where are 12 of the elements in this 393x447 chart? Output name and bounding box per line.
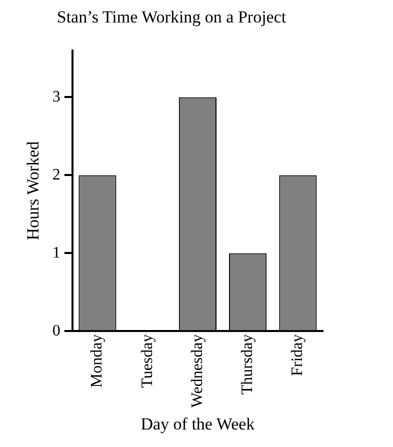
x-tick-label: Wednesday <box>188 334 206 408</box>
y-tick-label: 3 <box>52 88 60 106</box>
x-tick-label: Monday <box>88 334 106 388</box>
y-tick-label: 2 <box>52 166 60 184</box>
x-tick-label: Friday <box>289 334 306 376</box>
x-axis-title: Day of the Week <box>140 414 256 434</box>
y-axis-title: Hours Worked <box>24 140 43 240</box>
x-tick-label: Tuesday <box>138 334 156 388</box>
y-tick-label: 0 <box>52 322 60 340</box>
chart-title: Stan’s Time Working on a Project <box>56 8 286 27</box>
y-tick-label: 1 <box>52 244 60 262</box>
x-tick-label: Thursday <box>239 334 256 395</box>
